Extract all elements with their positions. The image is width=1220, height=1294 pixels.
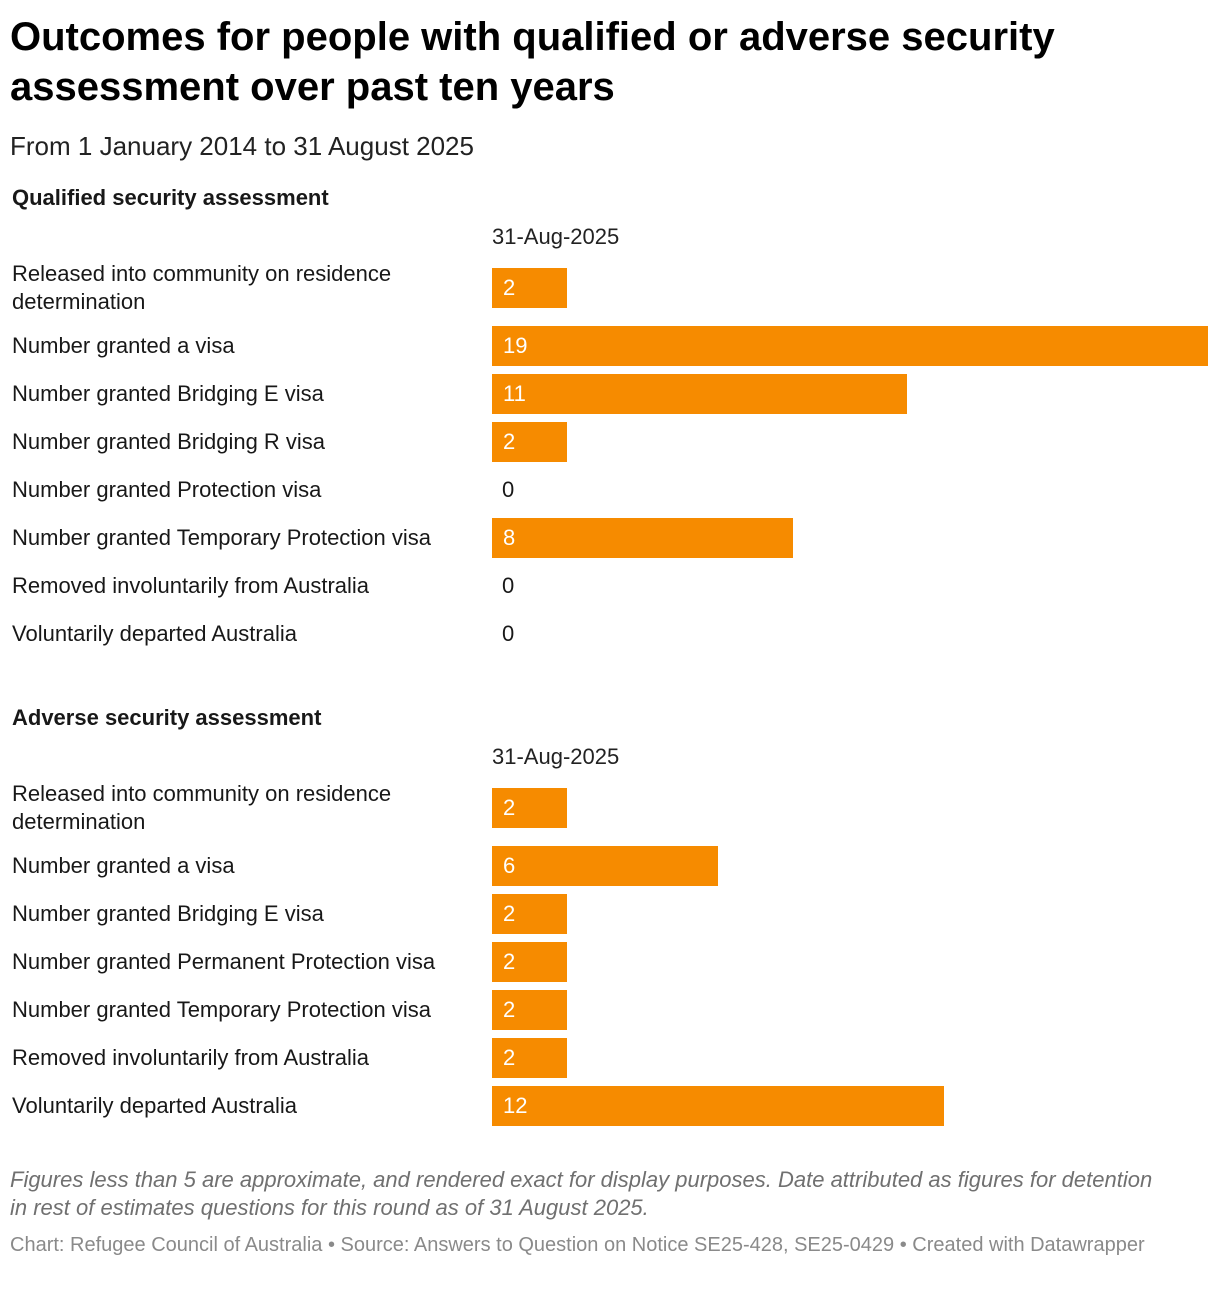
bar bbox=[492, 374, 907, 414]
bar bbox=[492, 268, 567, 308]
bar-value: 19 bbox=[503, 333, 528, 358]
bar bbox=[492, 1038, 567, 1078]
bar-value: 2 bbox=[503, 429, 516, 454]
chart-byline: Chart: Refugee Council of Australia • So… bbox=[10, 1234, 1145, 1256]
row-label: Removed involuntarily from Australia bbox=[12, 1045, 370, 1070]
bar-value: 6 bbox=[503, 853, 516, 878]
row-label: Number granted Temporary Protection visa bbox=[12, 525, 432, 550]
bar-value: 11 bbox=[503, 381, 526, 406]
row-label: Voluntarily departed Australia bbox=[12, 621, 297, 646]
chart-notes: Figures less than 5 are approximate, and… bbox=[10, 1167, 1153, 1220]
bar-value: 0 bbox=[502, 621, 515, 646]
bar bbox=[492, 894, 567, 934]
bar-value: 2 bbox=[503, 949, 516, 974]
bar bbox=[492, 788, 567, 828]
bar bbox=[492, 846, 718, 886]
bar bbox=[492, 518, 793, 558]
bar-value: 2 bbox=[503, 795, 516, 820]
row-label: Removed involuntarily from Australia bbox=[12, 573, 370, 598]
bar bbox=[492, 942, 567, 982]
column-header: 31-Aug-2025 bbox=[492, 744, 620, 769]
bar-value: 0 bbox=[502, 477, 515, 502]
bar-value: 2 bbox=[503, 275, 516, 300]
bar-value: 2 bbox=[503, 997, 516, 1022]
bar bbox=[492, 326, 1208, 366]
bar-value: 8 bbox=[503, 525, 516, 550]
bar-value: 2 bbox=[503, 901, 516, 926]
bar bbox=[492, 1086, 944, 1126]
row-label: Number granted Bridging E visa bbox=[12, 901, 324, 926]
bar bbox=[492, 422, 567, 462]
row-label: Number granted Bridging R visa bbox=[12, 429, 326, 454]
chart-title: Outcomes for people with qualified or ad… bbox=[10, 15, 1055, 109]
row-label: Voluntarily departed Australia bbox=[12, 1093, 297, 1118]
section-title: Qualified security assessment bbox=[12, 185, 329, 210]
row-label: Number granted Temporary Protection visa bbox=[12, 997, 432, 1022]
row-label: Number granted Protection visa bbox=[12, 477, 322, 502]
chart-subtitle: From 1 January 2014 to 31 August 2025 bbox=[10, 131, 474, 161]
row-label: Number granted a visa bbox=[12, 853, 235, 878]
bar-value: 2 bbox=[503, 1045, 516, 1070]
row-label: Number granted Bridging E visa bbox=[12, 381, 324, 406]
bar-value: 0 bbox=[502, 573, 515, 598]
row-label: Released into community on residence det… bbox=[12, 261, 392, 314]
row-label: Number granted Permanent Protection visa bbox=[12, 949, 436, 974]
row-label: Released into community on residence det… bbox=[12, 781, 392, 834]
row-label: Number granted a visa bbox=[12, 333, 235, 358]
bar bbox=[492, 990, 567, 1030]
column-header: 31-Aug-2025 bbox=[492, 224, 620, 249]
bar-value: 12 bbox=[503, 1093, 528, 1118]
section-title: Adverse security assessment bbox=[12, 705, 322, 730]
